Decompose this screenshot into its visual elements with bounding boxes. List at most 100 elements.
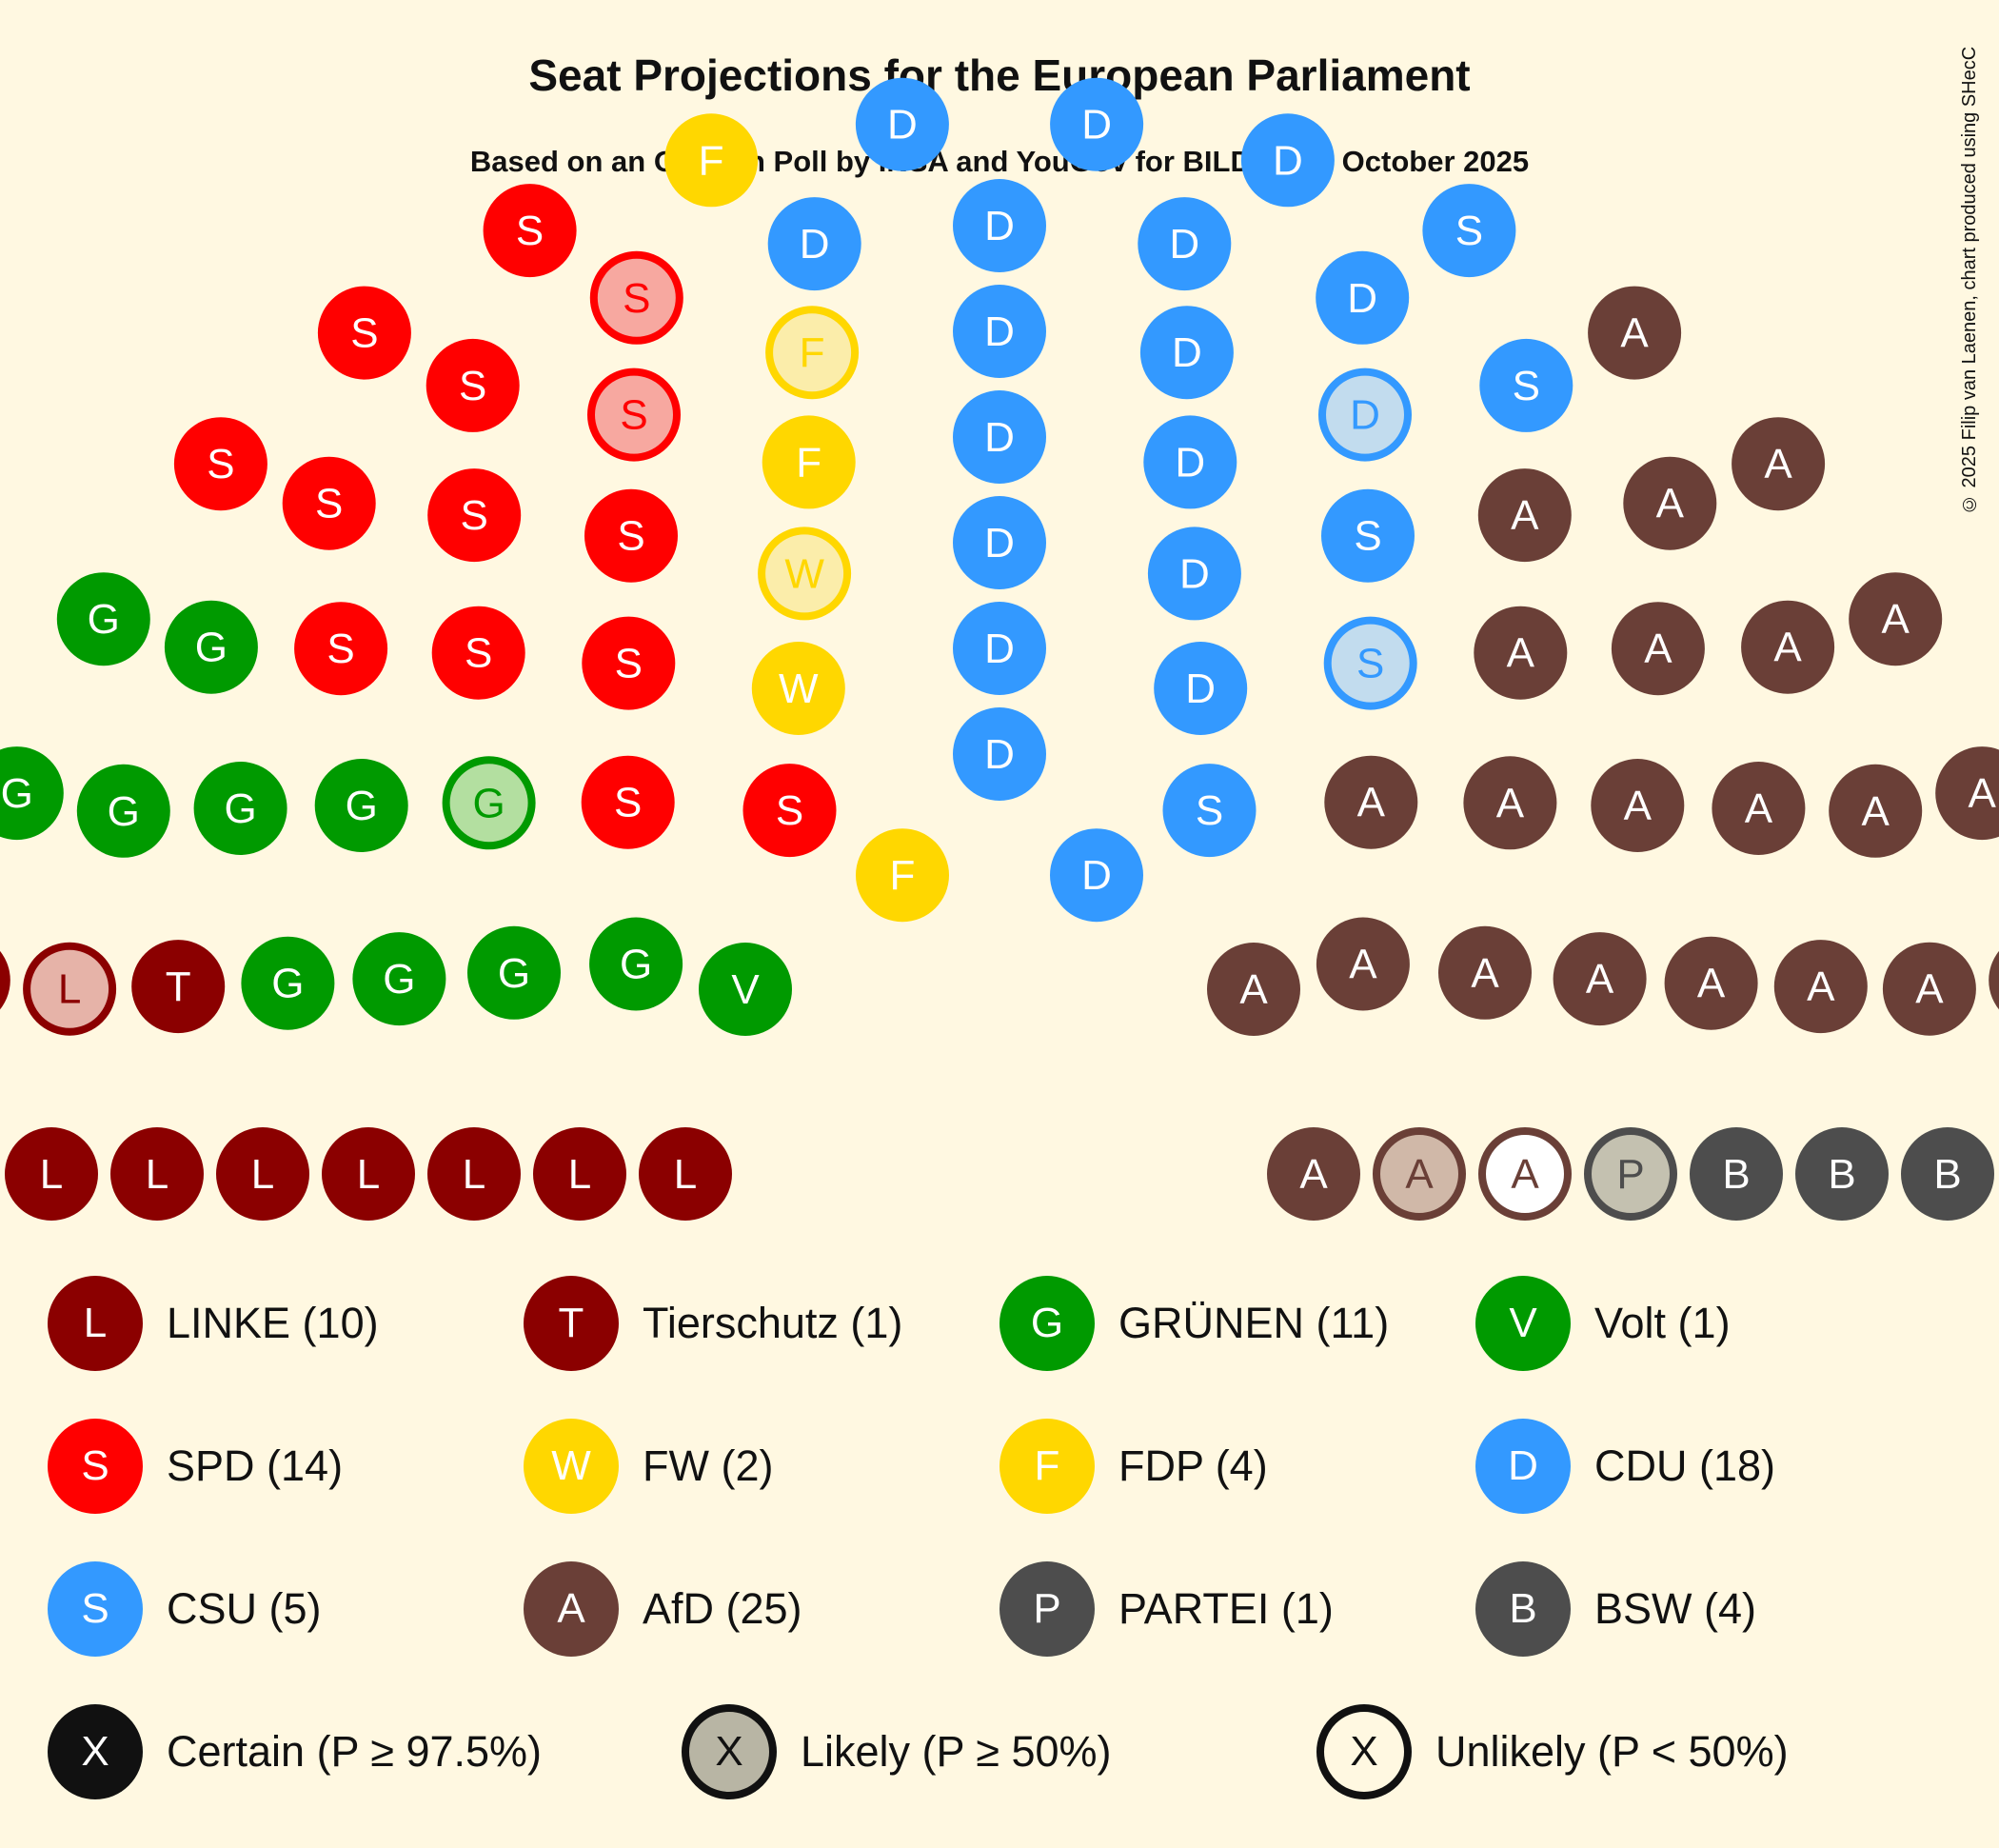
seat-circle — [953, 707, 1046, 801]
seat-letter: L — [58, 966, 81, 1013]
seat-circle — [1474, 606, 1568, 700]
legend-status-label: Likely (P ≥ 50%) — [801, 1727, 1112, 1776]
seat-letter: A — [1862, 788, 1890, 835]
seat-letter: G — [346, 783, 378, 829]
seat-circle — [1162, 764, 1257, 858]
seat-circle — [173, 417, 267, 511]
seat-circle — [589, 250, 683, 345]
legend-status-swatch: X — [682, 1704, 777, 1799]
seat-cdu-certain: D — [953, 496, 1046, 589]
seat-cdu-certain: D — [1240, 113, 1335, 208]
seat-circle — [1321, 488, 1415, 583]
seat-circle — [664, 113, 759, 208]
seat-cdu-certain: D — [1147, 527, 1241, 621]
seat-letter: A — [1697, 961, 1726, 1007]
seat-letter: A — [1299, 1151, 1328, 1198]
seat-grünen-certain: G — [56, 572, 150, 666]
seat-circle — [953, 285, 1046, 378]
seat-circle — [1463, 756, 1557, 850]
seat-circle — [427, 468, 522, 563]
legend-label: CDU (18) — [1594, 1441, 1776, 1490]
seat-letter: S — [461, 492, 488, 539]
seat-linke-certain: L — [533, 1127, 626, 1221]
seat-letter: A — [1773, 625, 1802, 671]
seat-circle — [953, 496, 1046, 589]
seat-circle — [1588, 286, 1682, 380]
seat-letter: G — [88, 596, 120, 643]
seat-circle — [742, 764, 837, 858]
seat-circle — [1438, 925, 1532, 1020]
seat-afd-certain: A — [1623, 456, 1717, 550]
seat-circle — [1882, 942, 1976, 1036]
seat-letter: D — [1350, 392, 1380, 439]
seat-letter: S — [465, 630, 492, 677]
seat-circle — [751, 642, 845, 735]
seat-letter: A — [1915, 966, 1944, 1013]
seat-afd-certain: A — [1741, 600, 1835, 694]
seat-letter: G — [224, 785, 256, 832]
seat-cdu-certain: D — [1143, 415, 1237, 509]
seat-letter: D — [887, 102, 918, 149]
seat-letter: D — [1175, 439, 1205, 486]
seat-linke-certain: L — [216, 1127, 309, 1221]
seat-cdu-certain: D — [953, 602, 1046, 695]
seat-circle — [467, 925, 561, 1020]
seat-linke-certain: L — [5, 1127, 98, 1221]
seat-csu-certain: S — [1321, 488, 1415, 583]
seat-letter: L — [251, 1151, 274, 1198]
seat-circle — [1373, 1127, 1466, 1221]
seat-circle — [1240, 113, 1335, 208]
seat-cdu-certain: D — [1050, 77, 1144, 171]
seat-letter: L — [357, 1151, 380, 1198]
seat-letter: A — [1745, 785, 1773, 832]
seat-grünen-certain: G — [76, 764, 170, 858]
seat-circle — [1712, 762, 1806, 855]
legend-status-label: Unlikely (P < 50%) — [1435, 1727, 1789, 1776]
legend-label: FDP (4) — [1118, 1441, 1268, 1490]
legend-label: CSU (5) — [167, 1584, 322, 1633]
seat-fdp-certain: F — [762, 415, 856, 509]
seat-spd-likely: S — [587, 368, 681, 462]
seat-letter: S — [350, 310, 378, 357]
seat-circle — [5, 1127, 98, 1221]
seat-circle — [584, 488, 678, 583]
seat-circle — [953, 179, 1046, 272]
seat-bsw-certain: B — [1795, 1127, 1889, 1221]
seat-cdu-certain: D — [1138, 197, 1232, 291]
seat-circle — [1147, 527, 1241, 621]
seat-afd-certain: A — [1553, 932, 1647, 1026]
seat-linke-certain: L — [110, 1127, 204, 1221]
seat-circle — [1324, 755, 1418, 849]
seat-circle — [1050, 828, 1143, 923]
seat-afd-certain: A — [1935, 746, 1999, 841]
seat-spd-likely: S — [589, 250, 683, 345]
seat-letter: D — [984, 308, 1015, 355]
seat-letter: B — [1722, 1151, 1750, 1198]
seat-circle — [758, 527, 852, 621]
seat-circle — [1611, 602, 1705, 696]
seat-circle — [762, 415, 856, 509]
seat-letter: S — [1455, 208, 1483, 254]
seat-circle — [1479, 338, 1573, 432]
seat-spd-certain: S — [581, 755, 675, 849]
seat-partei-likely: P — [1584, 1127, 1677, 1221]
seat-spd-certain: S — [173, 417, 267, 511]
seat-circle — [164, 600, 258, 694]
seat-grünen-certain: G — [241, 936, 335, 1030]
seat-circle — [241, 936, 335, 1030]
seat-letter: S — [623, 275, 650, 322]
seat-letter: G — [195, 625, 228, 671]
seat-circle — [314, 759, 408, 852]
seat-circle — [352, 932, 446, 1026]
seat-csu-certain: S — [1479, 338, 1573, 432]
seat-circle — [1316, 250, 1410, 345]
seat-letter: L — [568, 1151, 591, 1198]
seat-afd-likely: A — [1373, 1127, 1466, 1221]
legend-swatch: G — [1000, 1276, 1095, 1371]
seat-circle — [23, 942, 117, 1036]
seat-letter: L — [463, 1151, 485, 1198]
seat-csu-likely: S — [1323, 616, 1417, 710]
seat-cdu-certain: D — [855, 77, 949, 171]
legend-status-swatch: X — [48, 1704, 143, 1799]
seat-afd-certain: A — [1591, 759, 1685, 852]
